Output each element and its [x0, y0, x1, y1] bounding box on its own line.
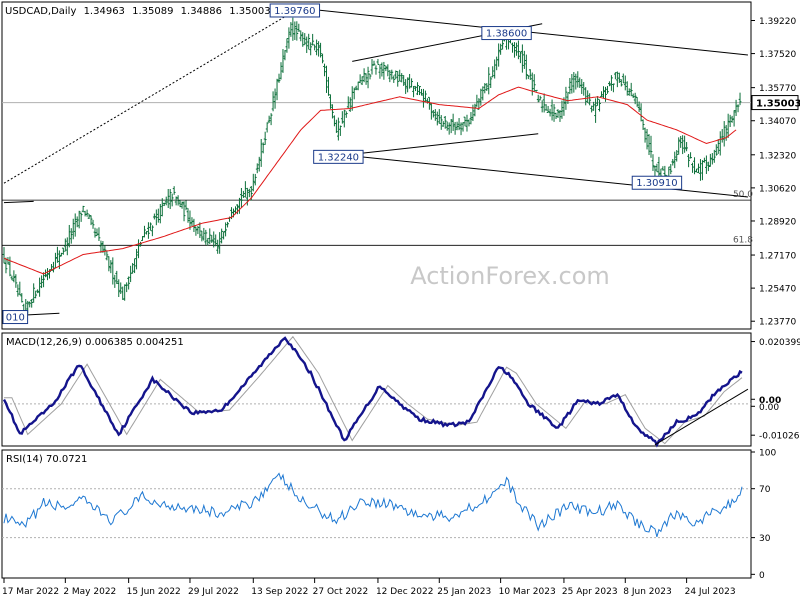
date-axis-label: 10 Mar 2023: [499, 587, 556, 597]
macd-line: [2, 336, 743, 448]
date-axis-label: 24 Jul 2023: [685, 587, 736, 597]
price-axis-label: 1.32320: [759, 151, 796, 161]
rsi-line: [2, 472, 751, 539]
fib-level-label: 61.8: [733, 235, 753, 245]
rsi-label: RSI(14) 70.0721: [6, 454, 87, 465]
price-axis-label: 1.28920: [759, 217, 796, 227]
high-value: 1.35089: [132, 6, 173, 17]
date-axis-label: 25 Apr 2023: [562, 587, 618, 597]
date-axis-label: 29 Jul 2022: [188, 587, 239, 597]
swing-label: 1.38600: [486, 29, 527, 40]
price-axis-label: 1.39220: [759, 17, 796, 27]
fib-level-label: 50.0: [733, 190, 753, 200]
macd-lines: [2, 335, 751, 448]
macd-axis-label: -0.01026: [759, 432, 800, 442]
trendline-dotted-rise: [3, 6, 302, 184]
current-price-box: [751, 95, 799, 111]
macd-axis-label: 0.00: [759, 403, 779, 413]
price-swing-labels: 1.39760 1.38600 1.32240 1.30910 010: [2, 3, 683, 325]
swing-label-box: [481, 26, 532, 41]
price-header: USDCAD,Daily 1.34963 1.35089 1.34886 1.3…: [5, 6, 271, 17]
price-y-axis: 1.39220 1.37520 1.35770 1.34070 1.32320 1.306…: [751, 17, 800, 328]
swing-label-box: [269, 3, 321, 18]
open-value: 1.34963: [84, 6, 125, 17]
price-axis-label: 1.25470: [759, 285, 796, 295]
price-axis-label: 1.35770: [759, 84, 796, 94]
date-axis-label: 17 Mar 2022: [2, 587, 59, 597]
swing-label: 010: [6, 313, 25, 324]
date-axis-label: 25 Jan 2023: [437, 587, 491, 597]
price-axis-label: 1.37520: [759, 50, 796, 60]
rsi-panel-frame: [1, 449, 752, 579]
macd-panel: MACD(12,26,9) 0.006385 0.004251 0.020399…: [1, 332, 800, 448]
price-axis-label: 1.30620: [759, 184, 796, 194]
current-price-label: 1.35003: [756, 99, 800, 110]
date-axis-label: 27 Oct 2022: [313, 587, 369, 597]
swing-label: 1.39760: [274, 6, 315, 17]
date-axis-label: 8 Jun 2023: [623, 587, 671, 597]
rsi-axis-label: 70: [759, 485, 771, 495]
macd-trendline: [654, 388, 749, 446]
rsi-axis-label: 30: [759, 534, 771, 544]
trendline-triangle-bottom: [344, 133, 539, 156]
close-value: 1.35003: [229, 6, 270, 17]
watermark: ActionForex.com: [410, 262, 610, 290]
price-bars: [2, 17, 742, 321]
macd-axis-label: 0.00: [759, 396, 781, 406]
date-axis-label: 2 May 2022: [63, 587, 116, 597]
rsi-y-axis: 100 70 30 0: [751, 449, 776, 581]
macd-axis-label: 0.020399: [759, 338, 800, 348]
trendline-left-support: [3, 200, 34, 204]
date-axis: 17 Mar 2022 2 May 2022 15 Jun 2022 29 Jul 2…: [2, 578, 736, 597]
trendline-channel-bottom: [336, 153, 748, 198]
symbol-label: USDCAD,Daily: [5, 6, 76, 17]
rsi-axis-label: 0: [759, 571, 765, 581]
moving-average-line: [3, 86, 737, 275]
macd-label: MACD(12,26,9) 0.006385 0.004251: [6, 337, 184, 348]
price-axis-label: 1.34070: [759, 117, 796, 127]
swing-label: 1.32240: [318, 152, 359, 163]
rsi-panel: RSI(14) 70.0721 100 70 30 0: [1, 449, 776, 581]
moving-average: [3, 86, 737, 275]
rsi-line: [3, 472, 743, 538]
macd-y-axis: 0.020399 0.000.00 -0.01026: [751, 338, 800, 442]
price-axis-label: 1.27170: [759, 252, 796, 262]
swing-label-box: [313, 149, 364, 164]
price-panel: USDCAD,Daily 1.34963 1.35089 1.34886 1.3…: [1, 1, 800, 330]
swing-label-box: [2, 310, 29, 325]
date-axis-label: 15 Jun 2022: [127, 587, 181, 597]
low-value: 1.34886: [181, 6, 222, 17]
swing-label-box: [631, 175, 683, 190]
date-axis-label: 13 Sep 2022: [251, 587, 308, 597]
price-axis-label: 1.23770: [759, 318, 796, 328]
date-axis-label: 12 Dec 2022: [376, 587, 434, 597]
swing-label: 1.30910: [636, 178, 677, 189]
rsi-axis-label: 100: [759, 449, 776, 459]
